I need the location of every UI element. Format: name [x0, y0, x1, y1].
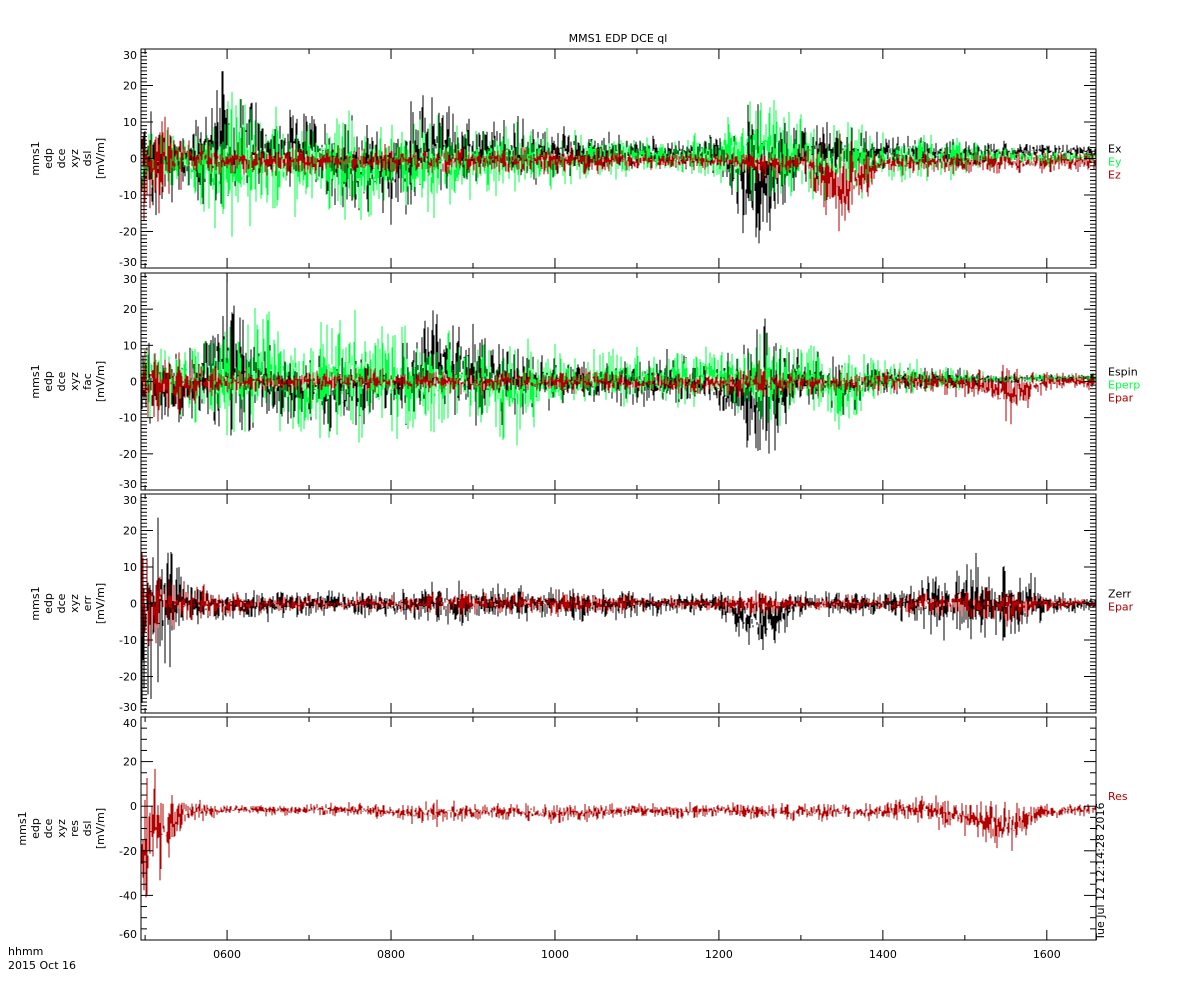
y-tick-label: 0 [130, 598, 137, 611]
y-axis-label-line: dce [42, 818, 55, 838]
y-axis-label-line: edp [42, 371, 55, 392]
y-tick-label: 30 [123, 273, 137, 286]
legend-ey: Ey [1108, 156, 1122, 169]
y-tick-label: -10 [119, 634, 137, 647]
y-axis-label-line: [mV/m] [94, 808, 107, 849]
y-axis-label-line: [mV/m] [94, 361, 107, 402]
series-epar [141, 350, 1096, 425]
y-tick-label: -30 [119, 701, 137, 714]
panel-4: Res -60 -40 -20 0 20 40 mms1 edp dce xyz res dsl [mV/… [16, 716, 1128, 941]
y-tick-label: -10 [119, 412, 137, 425]
y-axis-label-line: res [68, 820, 81, 837]
y-axis-label-line: xyz [55, 819, 68, 838]
y-tick-label: -40 [119, 889, 137, 902]
y-tick-label: -30 [119, 478, 137, 491]
series-res [141, 768, 1096, 898]
y-tick-label: 10 [123, 116, 137, 129]
y-axis-label-line: dce [55, 371, 68, 391]
y-axis-label-line: fac [81, 373, 94, 390]
y-tick-label: 10 [123, 561, 137, 574]
x-tick-label: 0600 [213, 948, 241, 961]
timestamp: Tue Jul 12 12:14:28 2016 [1094, 803, 1107, 941]
y-axis-label-line: mms1 [29, 141, 42, 175]
y-axis-label-line: err [81, 595, 94, 611]
legend-zerr: Zerr [1108, 588, 1132, 601]
legend-epar: Epar [1108, 601, 1134, 614]
y-tick-label: -60 [119, 928, 137, 941]
x-tick-label: 1400 [869, 948, 897, 961]
series-zerr [141, 517, 1096, 703]
plot-frame [140, 716, 1097, 941]
y-tick-label: 30 [123, 49, 137, 62]
y-tick-label: -30 [119, 256, 137, 269]
y-tick-label: -20 [119, 448, 137, 461]
date-label: 2015 Oct 16 [8, 959, 76, 972]
legend-res: Res [1108, 790, 1128, 803]
y-tick-label: -20 [119, 226, 137, 239]
series-ez [141, 116, 1096, 232]
x-axis-label: hhmm [8, 945, 43, 958]
y-tick-label: 20 [123, 525, 137, 538]
series-epar [141, 552, 1096, 646]
y-axis-label-line: xyz [68, 149, 81, 168]
y-tick-label: 0 [130, 153, 137, 166]
y-axis-label-line: mms1 [29, 586, 42, 620]
y-axis-label-line: mms1 [29, 364, 42, 398]
y-axis-label-line: dsl [81, 151, 94, 167]
y-axis-label-line: dsl [81, 821, 94, 837]
legend-ez: Ez [1108, 169, 1121, 182]
y-axis-label-line: edp [42, 593, 55, 614]
y-tick-label: 0 [130, 376, 137, 389]
y-axis-label-line: xyz [68, 594, 81, 613]
legend-eperp: Eperp [1108, 379, 1140, 392]
y-axis-label-line: dce [55, 148, 68, 168]
y-tick-label: 20 [123, 80, 137, 93]
y-axis-label-line: [mV/m] [94, 583, 107, 624]
y-tick-label: -20 [119, 845, 137, 858]
y-tick-label: 0 [130, 800, 137, 813]
y-tick-label: 20 [123, 756, 137, 769]
x-tick-label: 0800 [377, 948, 405, 961]
y-axis-label-line: dce [55, 593, 68, 613]
x-tick-label: 1600 [1033, 948, 1061, 961]
y-axis-label-line: edp [42, 148, 55, 169]
y-tick-label: 10 [123, 339, 137, 352]
y-axis-label-line: mms1 [16, 811, 29, 845]
legend-espin: Espin [1108, 366, 1138, 379]
y-axis-label-line: [mV/m] [94, 138, 107, 179]
legend-epar: Epar [1108, 392, 1134, 405]
y-tick-label: -20 [119, 671, 137, 684]
x-tick-label: 1000 [541, 948, 569, 961]
series-espin [141, 273, 1096, 454]
y-tick-label: 40 [123, 717, 137, 730]
chart-title: MMS1 EDP DCE ql [569, 32, 668, 45]
y-axis-label-line: xyz [68, 372, 81, 391]
y-tick-label: 20 [123, 303, 137, 316]
x-tick-label: 1200 [705, 948, 733, 961]
y-tick-label: -10 [119, 189, 137, 202]
legend-ex: Ex [1108, 143, 1122, 156]
y-tick-label: 30 [123, 494, 137, 507]
y-axis-label-line: edp [29, 818, 42, 839]
